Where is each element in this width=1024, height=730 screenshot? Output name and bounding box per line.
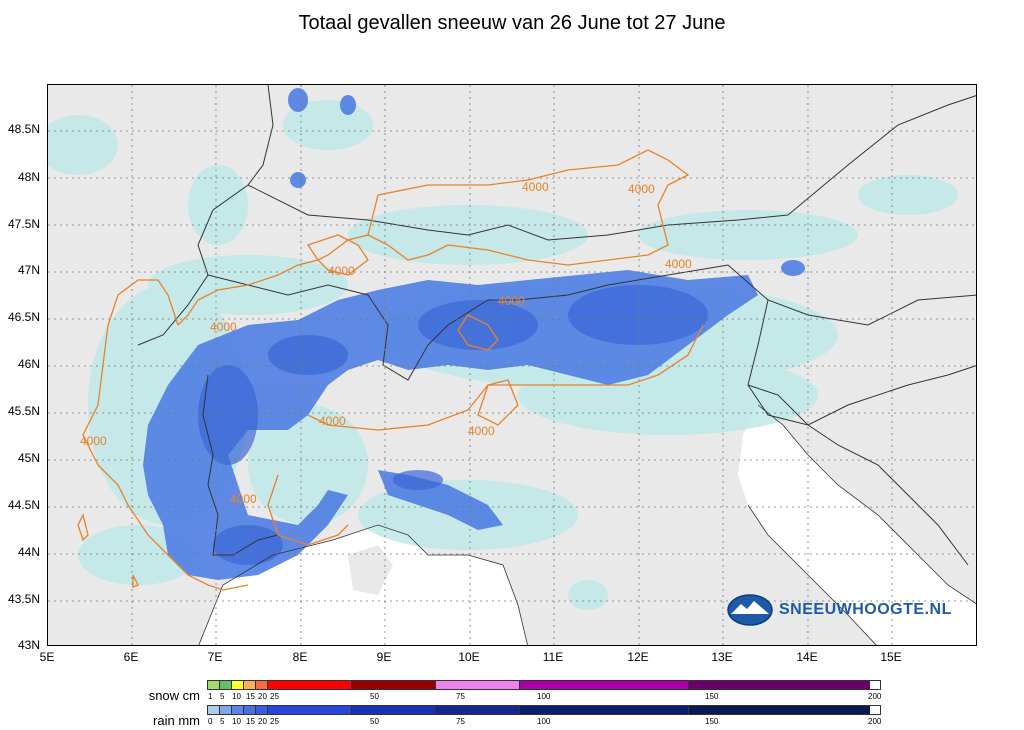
rain-swatch: [220, 706, 232, 714]
snow-swatch: [268, 681, 352, 689]
lat-label-48: 48N: [17, 170, 40, 184]
lat-lon-grid: [48, 85, 976, 645]
contour-labels: 4000 4000 4000 4000 4000 4000 4000 4000 …: [80, 180, 692, 506]
lat-label-45: 45N: [17, 451, 40, 465]
lat-label-45-5: 45.5N: [7, 404, 40, 418]
rain-swatch: [232, 706, 244, 714]
snow-tick: 5: [220, 692, 225, 701]
lon-label-11e: 11E: [542, 650, 564, 664]
lat-label-43-5: 43.5N: [7, 592, 40, 606]
lon-label-12e: 12E: [627, 650, 649, 664]
rain-tick: 10: [232, 717, 241, 726]
rain-tick: 0: [208, 717, 213, 726]
contour-label: 4000: [468, 424, 495, 438]
lat-label-43: 43N: [17, 638, 40, 652]
lat-label-47-5: 47.5N: [7, 217, 40, 231]
contour-label: 4000: [665, 257, 692, 271]
snow-tick: 15: [246, 692, 255, 701]
rain-tick: 150: [705, 717, 719, 726]
contour-4000: [77, 149, 704, 591]
rain-swatch: [352, 706, 436, 714]
rain-tick: 5: [220, 717, 225, 726]
rain-tick: 75: [456, 717, 465, 726]
rain-legend-label: rain mm: [153, 713, 200, 728]
snow-legend-label: snow cm: [148, 688, 200, 703]
snow-swatch: [220, 681, 232, 689]
snow-color-bar: [207, 680, 881, 690]
rain-tick: 50: [370, 717, 379, 726]
lat-label-44-5: 44.5N: [7, 498, 40, 512]
snow-map: 4000 4000 4000 4000 4000 4000 4000 4000 …: [47, 84, 977, 646]
lat-label-46: 46N: [17, 357, 40, 371]
rain-tick: 100: [537, 717, 551, 726]
lon-label-5e: 5E: [39, 650, 55, 664]
contour-label: 4000: [230, 492, 257, 506]
contour-label: 4000: [80, 434, 107, 448]
sneeuwhoogte-logo: SNEEUWHOOGTE.NL: [727, 592, 952, 628]
rain-tick: 25: [270, 717, 279, 726]
contour-label: 4000: [210, 320, 237, 334]
rain-swatch: [520, 706, 689, 714]
country-borders: [137, 85, 976, 566]
snow-swatch: [520, 681, 689, 689]
contour-label: 4000: [328, 264, 355, 278]
lon-label-9e: 9E: [376, 650, 392, 664]
lat-label-44: 44N: [17, 545, 40, 559]
snow-swatch: [352, 681, 436, 689]
snow-tick: 10: [232, 692, 241, 701]
lon-label-8e: 8E: [292, 650, 308, 664]
logo-globe-icon: [727, 594, 773, 626]
snow-tick: 50: [370, 692, 379, 701]
snow-swatch: [256, 681, 268, 689]
rain-swatch: [244, 706, 256, 714]
rain-tick: 20: [258, 717, 267, 726]
contour-label: 4000: [498, 294, 525, 308]
snow-swatch: [436, 681, 520, 689]
corsica-area: [348, 545, 393, 595]
lon-label-6e: 6E: [123, 650, 139, 664]
snow-swatch: [689, 681, 870, 689]
lon-label-10e: 10E: [458, 650, 480, 664]
rain-swatch: [256, 706, 268, 714]
lat-label-48-5: 48.5N: [7, 122, 40, 136]
snow-tick: 200: [868, 692, 882, 701]
precip-dark-cores: [198, 285, 708, 565]
lon-label-15e: 15E: [880, 650, 902, 664]
snow-tick: 25: [270, 692, 279, 701]
rain-color-bar: [207, 705, 881, 715]
rain-swatch: [268, 706, 352, 714]
snow-map-canvas: 4000 4000 4000 4000 4000 4000 4000 4000 …: [48, 85, 976, 645]
snow-swatch: [232, 681, 244, 689]
rain-tick: 200: [868, 717, 882, 726]
map-title: Totaal gevallen sneeuw van 26 June tot 2…: [298, 12, 726, 34]
rain-swatch: [208, 706, 220, 714]
lat-label-46-5: 46.5N: [7, 310, 40, 324]
contour-label: 4000: [319, 414, 346, 428]
lat-label-47: 47N: [17, 263, 40, 277]
rain-swatch: [689, 706, 870, 714]
contour-label: 4000: [628, 182, 655, 196]
contour-label: 4000: [522, 180, 549, 194]
snow-tick: 150: [705, 692, 719, 701]
snow-swatch: [208, 681, 220, 689]
snow-tick: 1: [208, 692, 213, 701]
lon-label-14e: 14E: [796, 650, 818, 664]
snow-tick: 20: [258, 692, 267, 701]
logo-text: SNEEUWHOOGTE.NL: [779, 601, 952, 618]
snow-tick: 100: [537, 692, 551, 701]
adriatic-sea: [738, 405, 976, 645]
snow-swatch: [244, 681, 256, 689]
coastline: [198, 404, 976, 645]
rain-swatch: [436, 706, 520, 714]
lon-label-13e: 13E: [711, 650, 733, 664]
snow-tick: 75: [456, 692, 465, 701]
rain-tick: 15: [246, 717, 255, 726]
lon-label-7e: 7E: [207, 650, 223, 664]
